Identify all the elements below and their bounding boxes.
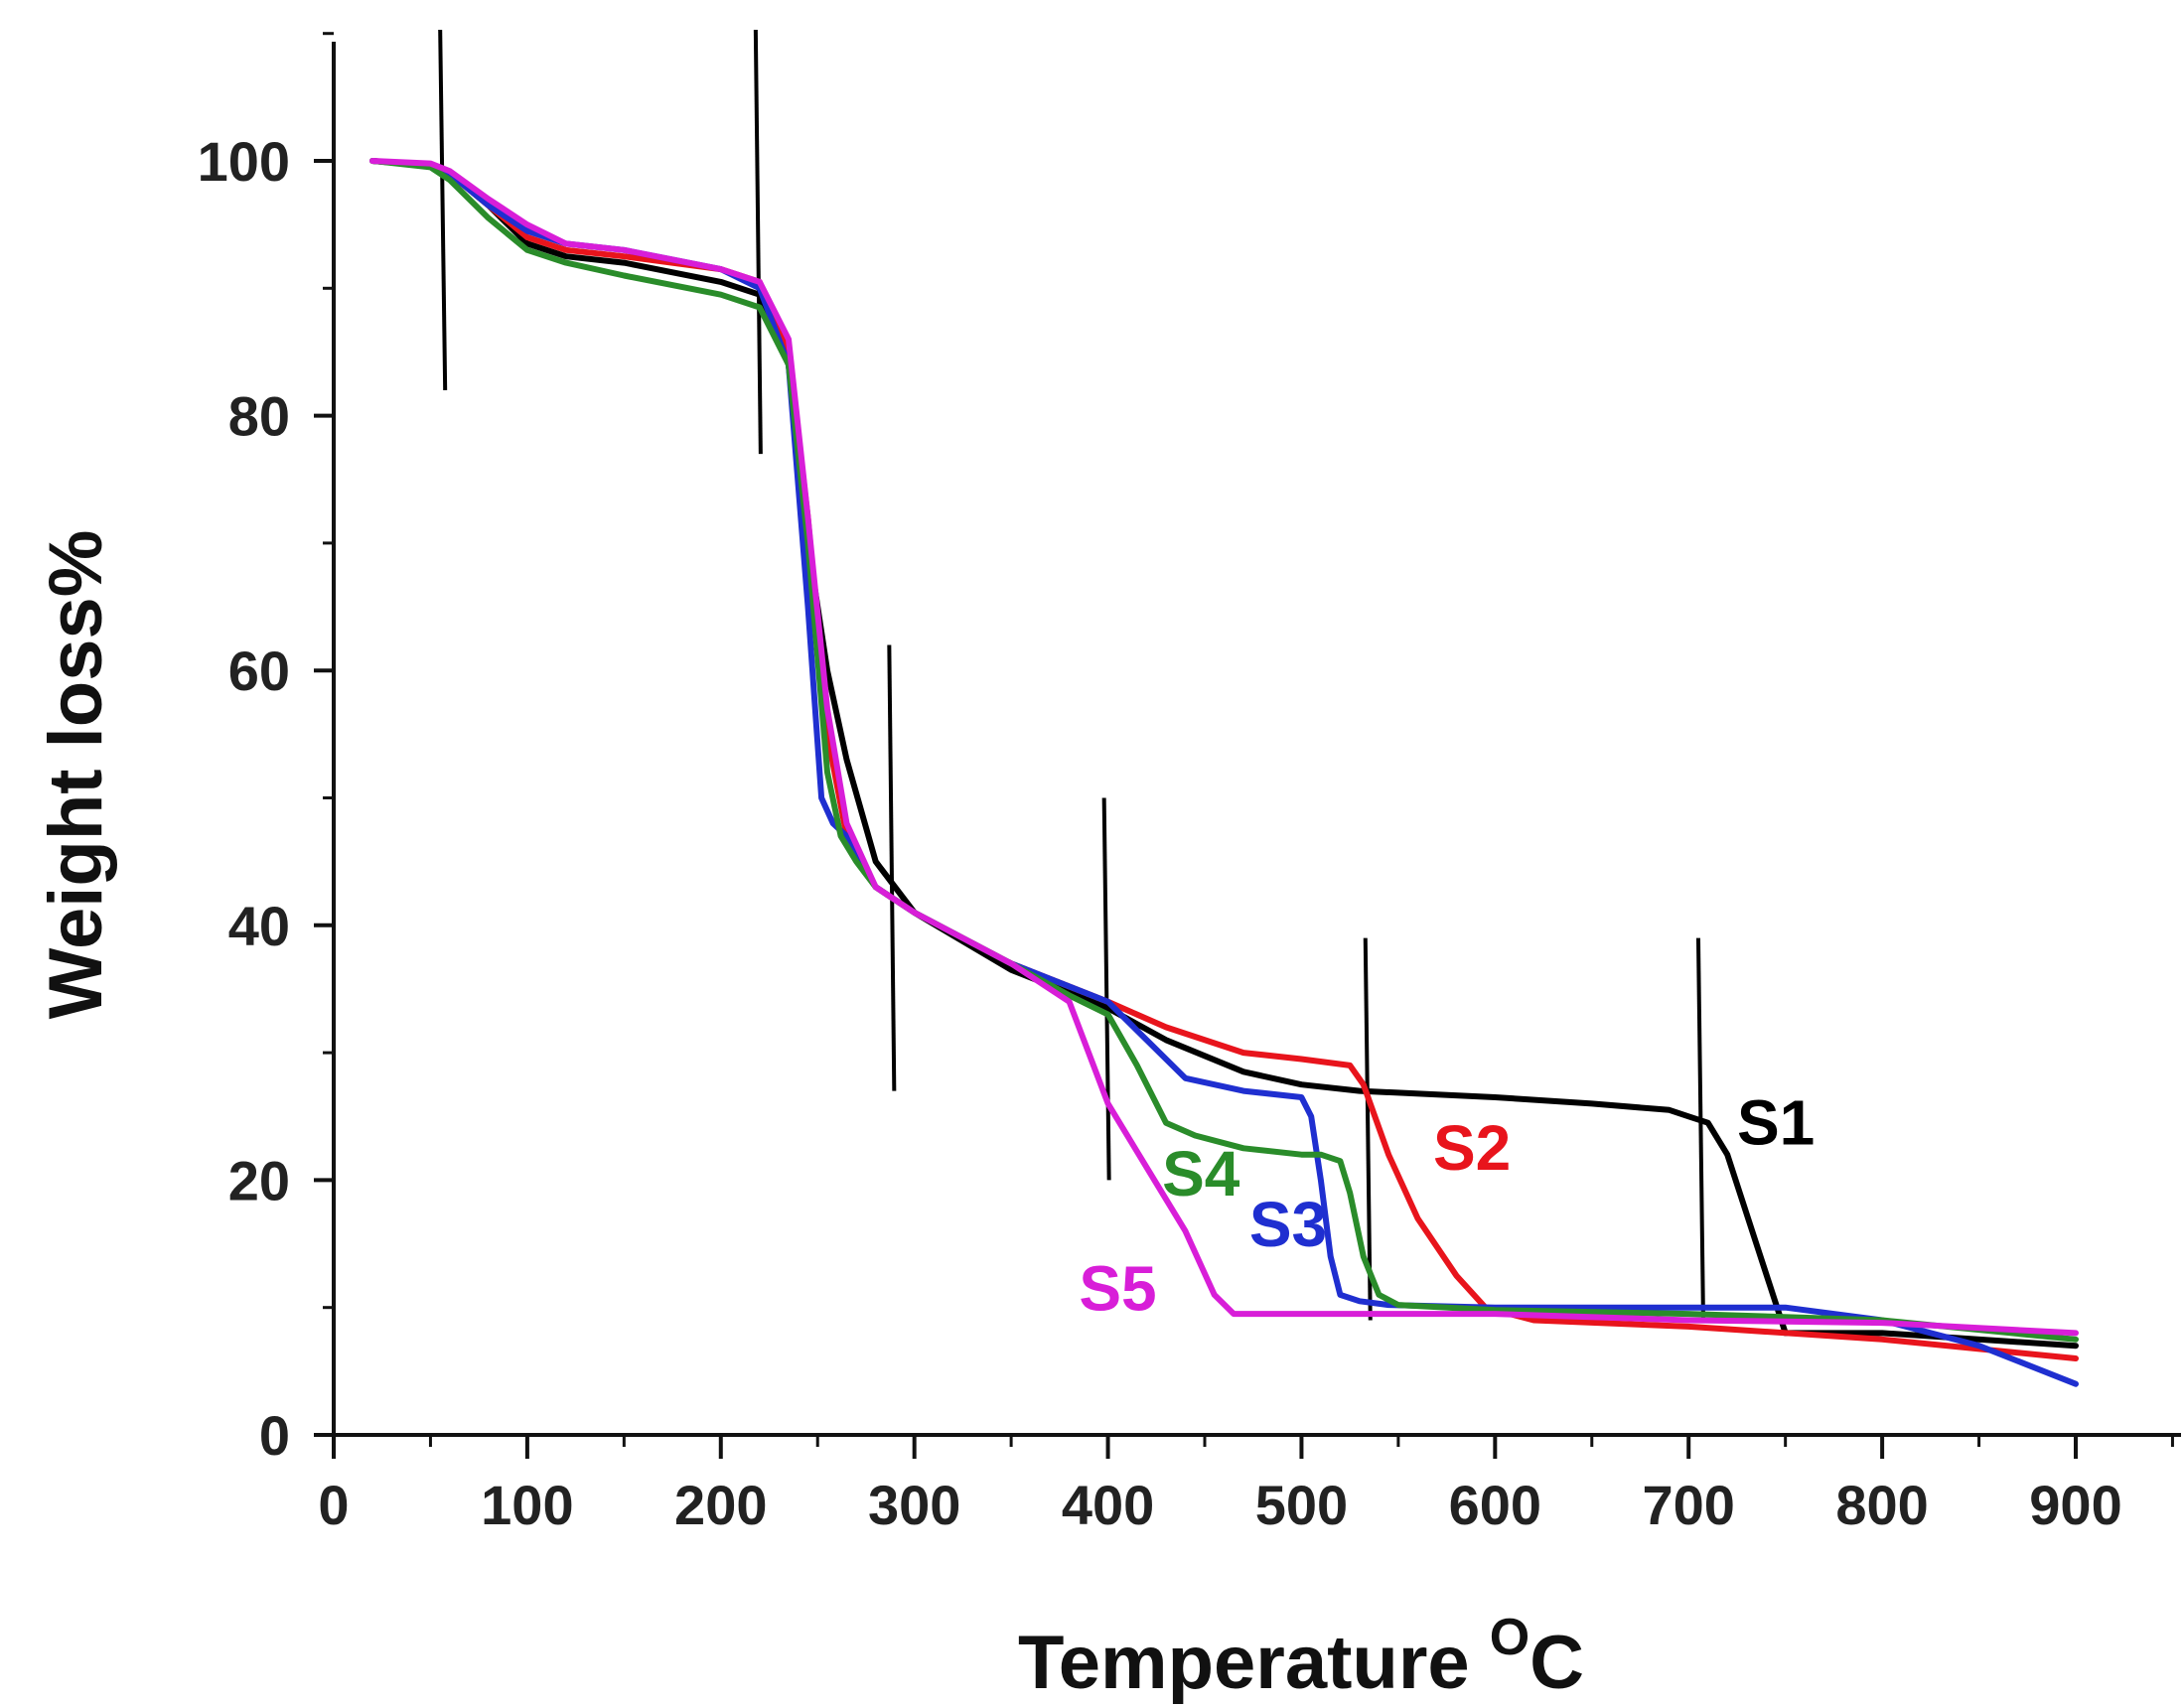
x-tick-label: 700 xyxy=(1643,1474,1735,1536)
ticks: 0 100 200 300 400 500 600 700 800 900 0 20 40 60 80 100 xyxy=(198,32,2174,1536)
y-tick-label: 20 xyxy=(228,1149,290,1211)
series-label-s2: S2 xyxy=(1433,1112,1511,1184)
series-label-s5: S5 xyxy=(1079,1252,1156,1324)
x-axis-title: Temperature OC xyxy=(1018,1609,1584,1705)
y-axis-title: Weight loss% xyxy=(34,530,118,1020)
data-series xyxy=(369,158,2079,1387)
x-tick-label: 200 xyxy=(674,1474,767,1536)
x-tick-label: 800 xyxy=(1835,1474,1928,1536)
vertical-marker-line xyxy=(438,29,448,390)
y-tick-label: 60 xyxy=(228,640,290,702)
vertical-marker-line xyxy=(1101,797,1111,1181)
vertical-marker-line xyxy=(887,644,897,1091)
y-tick-label: 0 xyxy=(259,1404,290,1467)
series-line-s5 xyxy=(369,158,2079,1337)
vertical-marker-line xyxy=(1363,937,1373,1321)
series-label-s3: S3 xyxy=(1249,1189,1327,1260)
x-tick-label: 400 xyxy=(1062,1474,1154,1536)
vertical-marker-line xyxy=(753,29,763,455)
x-tick-label: 300 xyxy=(868,1474,960,1536)
x-tick-label: 900 xyxy=(2029,1474,2121,1536)
vertical-marker-line xyxy=(1695,937,1705,1321)
x-tick-label: 0 xyxy=(318,1474,349,1536)
axes xyxy=(332,42,2181,1437)
series-label-s1: S1 xyxy=(1737,1086,1815,1158)
y-tick-label: 80 xyxy=(228,385,290,448)
y-tick-label: 100 xyxy=(198,130,290,193)
vertical-markers xyxy=(438,29,1705,1321)
series-line-s1 xyxy=(369,158,2079,1350)
series-label-s4: S4 xyxy=(1162,1138,1240,1209)
x-tick-label: 500 xyxy=(1255,1474,1348,1536)
x-tick-label: 100 xyxy=(481,1474,573,1536)
y-tick-label: 40 xyxy=(228,895,290,957)
x-tick-label: 600 xyxy=(1449,1474,1541,1536)
